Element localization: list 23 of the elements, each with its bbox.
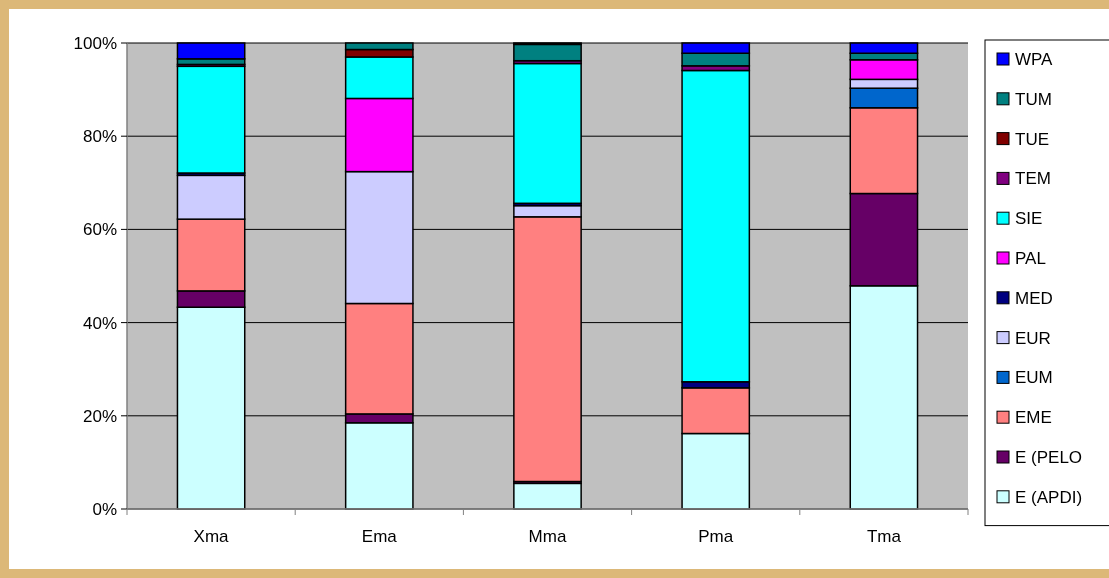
legend-label: PAL	[1015, 248, 1046, 268]
y-tick-label: 60%	[82, 220, 117, 240]
x-tick-label: Ema	[361, 527, 398, 546]
x-tick-label: Tma	[866, 527, 902, 546]
y-tick-label: 100%	[73, 33, 117, 53]
y-tick-label: 40%	[82, 313, 117, 333]
legend-label: E (APDI)	[1015, 487, 1083, 507]
legend-label: SIE	[1015, 209, 1043, 229]
x-tick-label: Mma	[528, 527, 567, 546]
legend-label: EUM	[1015, 368, 1053, 388]
y-tick-label: 0%	[92, 499, 117, 519]
legend-label: TUE	[1015, 129, 1049, 149]
legend-label: TEM	[1015, 169, 1051, 189]
legend-label: MED	[1015, 288, 1053, 308]
x-tick-label: Pma	[698, 527, 734, 546]
y-tick-label: 80%	[82, 127, 117, 147]
legend-label: E (PELO	[1015, 447, 1083, 467]
y-tick-label: 20%	[82, 406, 117, 426]
legend-label: WPA	[1015, 49, 1054, 69]
legend-label: EME	[1015, 408, 1052, 428]
legend-label: EUR	[1015, 328, 1051, 348]
x-tick-label: Xma	[193, 527, 230, 546]
legend-label: TUM	[1015, 89, 1052, 109]
